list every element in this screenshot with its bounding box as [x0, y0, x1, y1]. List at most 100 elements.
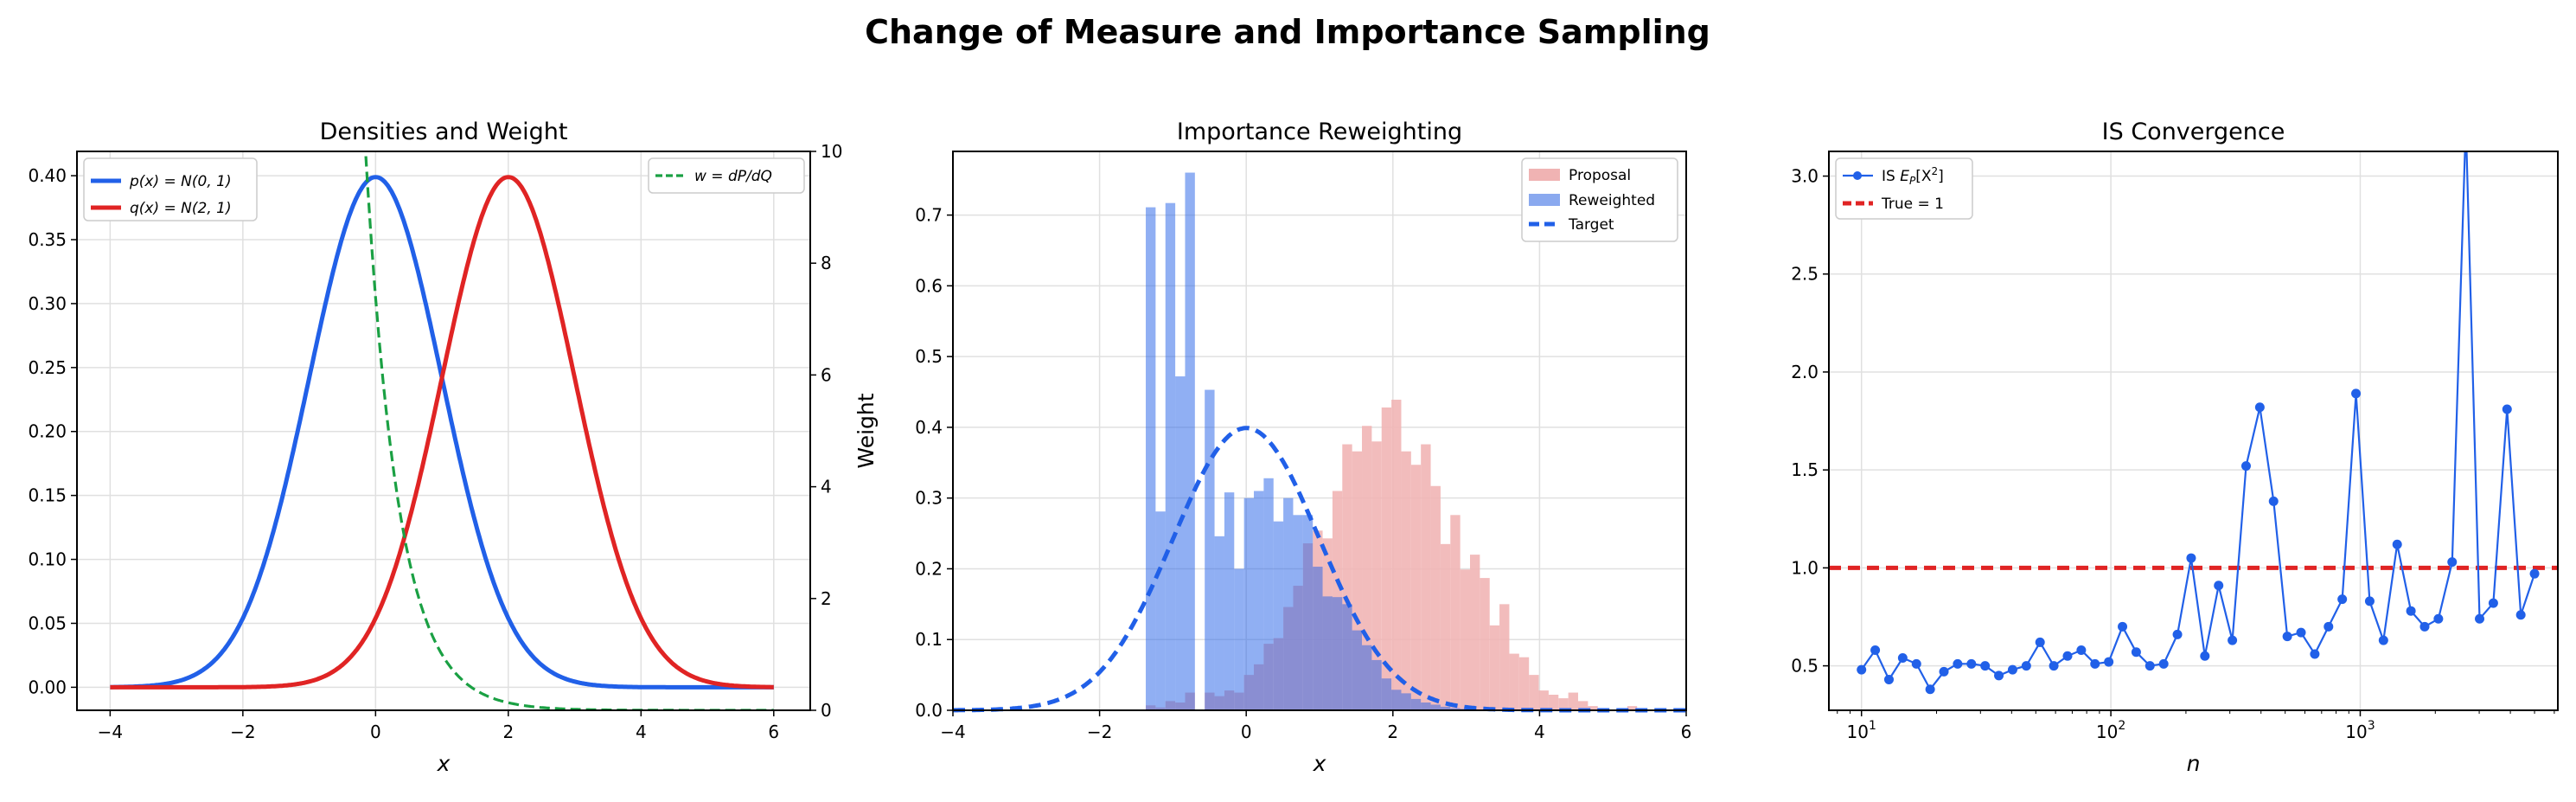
x-tick-label: −4	[940, 722, 965, 742]
reweighted-bar	[1401, 693, 1411, 710]
x-axis-label: n	[2187, 751, 2201, 776]
is-estimate-point	[2475, 613, 2485, 624]
panel-densities: −4 −2 0 2 4 6 0.00 0.05 0.10 0.15 0.20 0.25 0.30 0.35…	[28, 119, 879, 776]
is-estimate-point	[2447, 557, 2458, 568]
proposal-bar	[1342, 444, 1352, 710]
y-tick-label: 2.5	[1791, 264, 1819, 285]
is-estimate-point	[1966, 658, 1977, 669]
is-estimate-point	[2035, 637, 2045, 647]
proposal-bar	[1518, 657, 1530, 710]
y-tick-label: 0.00	[28, 677, 67, 697]
legend-label: Reweighted	[1569, 192, 1655, 209]
y-tick-label: 3.0	[1791, 166, 1819, 187]
proposal-bar	[1450, 515, 1461, 710]
y-tick-label: 0.30	[28, 293, 67, 314]
is-estimate-point	[2515, 610, 2526, 620]
proposal-bar	[1588, 706, 1598, 710]
is-estimate-point	[1883, 674, 1894, 684]
x-tick-label: 4	[636, 722, 647, 742]
reweighted-bar	[1283, 497, 1294, 710]
is-estimate-point	[2419, 621, 2430, 632]
x-tick-label: 102	[2096, 719, 2125, 742]
legend-swatch	[1529, 194, 1560, 206]
proposal-bar	[1627, 706, 1638, 710]
proposal-bar	[1440, 543, 1451, 710]
reweighted-bar	[1273, 521, 1284, 710]
legend-label-part: [X	[1915, 168, 1932, 185]
legend-label: Proposal	[1569, 167, 1631, 184]
reweighted-bar	[1430, 704, 1441, 710]
legend-label: w = dP/dQ	[694, 168, 772, 185]
is-estimate-point	[2254, 402, 2265, 413]
proposal-bar	[1430, 485, 1441, 710]
is-estimate-point	[2488, 598, 2498, 608]
is-estimate-point	[2021, 661, 2031, 671]
is-estimate-point	[2172, 629, 2183, 639]
reweighted-bar	[1234, 568, 1244, 710]
y-tick-label: 0.3	[915, 488, 943, 509]
panel-title: IS Convergence	[2102, 119, 2285, 145]
proposal-bar	[1460, 569, 1471, 710]
reweighted-bar	[1165, 202, 1176, 710]
reweighted-bar	[1224, 492, 1235, 710]
is-estimate-point	[1925, 684, 1935, 695]
reweighted-bar	[1440, 706, 1451, 710]
is-estimate-point	[2268, 496, 2279, 506]
reweighted-bar	[1293, 515, 1303, 710]
is-estimate-point	[2406, 606, 2416, 616]
panel-reweighting: −4 −2 0 2 4 6 0.0 0.1 0.2 0.3 0.4 0.5 0.6 0.7 Importan…	[915, 119, 1691, 776]
x-axis-label: x	[437, 751, 451, 776]
x-tick-label: 6	[1681, 722, 1692, 742]
is-estimate-point	[2200, 651, 2210, 661]
reweighted-bar	[1450, 708, 1461, 710]
x-tick-label: 0	[1241, 722, 1252, 742]
is-estimate-point	[2104, 657, 2114, 667]
axes-frame	[952, 151, 1687, 711]
reweighted-bar	[1263, 478, 1274, 710]
y-right-tick-label: 4	[821, 477, 832, 497]
is-estimate-point	[2090, 658, 2100, 669]
y-tick-label: 0.20	[28, 421, 67, 442]
y-tick-label: 0.5	[915, 346, 943, 367]
reweighted-bar	[1322, 596, 1333, 710]
y-tick-label: 0.2	[915, 558, 943, 579]
proposal-bar	[1499, 604, 1510, 710]
proposal-bar	[1470, 555, 1480, 710]
x-tick-label: 2	[1387, 722, 1398, 742]
axes-frame	[1828, 151, 2559, 711]
proposal-bar	[1538, 690, 1549, 710]
reweighted-bar	[1185, 172, 1195, 711]
x-tick-label: 4	[1534, 722, 1545, 742]
proposal-bar	[1410, 465, 1422, 710]
reweighted-bar	[1352, 630, 1363, 710]
y-right-tick-label: 6	[821, 364, 832, 385]
y-tick-label: 0.05	[28, 613, 67, 633]
x-tick-label: −4	[98, 722, 123, 742]
reweighted-bar	[1254, 491, 1264, 710]
legend-label-part: ]	[1938, 168, 1944, 185]
is-estimate-point	[2310, 649, 2320, 659]
reweighted-bar	[1243, 497, 1255, 710]
y-tick-label: 0.40	[28, 165, 67, 186]
reweighted-bar	[1146, 207, 1156, 711]
y-right-tick-label: 10	[821, 141, 842, 162]
is-estimate-point	[2378, 635, 2388, 645]
is-estimate-point	[2324, 621, 2334, 632]
y-right-axis-label: Weight	[853, 393, 879, 468]
legend	[1521, 157, 1678, 242]
legend-left	[83, 157, 258, 221]
reweighted-bar	[1214, 536, 1224, 710]
y-tick-label: 0.15	[28, 485, 67, 506]
legend-label-part: P	[1909, 175, 1916, 187]
series-line-q	[110, 175, 774, 690]
x-axis-label: x	[1313, 751, 1326, 776]
is-estimate-point	[1980, 661, 1991, 671]
proposal-bar	[1509, 653, 1519, 710]
reweighted-bar	[1205, 389, 1215, 710]
x-tick-label: −2	[230, 722, 255, 742]
is-estimate-point	[2186, 553, 2196, 563]
proposal-bar	[1401, 451, 1411, 710]
proposal-bar	[1529, 675, 1539, 710]
reweighted-bar	[1175, 376, 1186, 710]
proposal-bar	[1381, 407, 1392, 710]
